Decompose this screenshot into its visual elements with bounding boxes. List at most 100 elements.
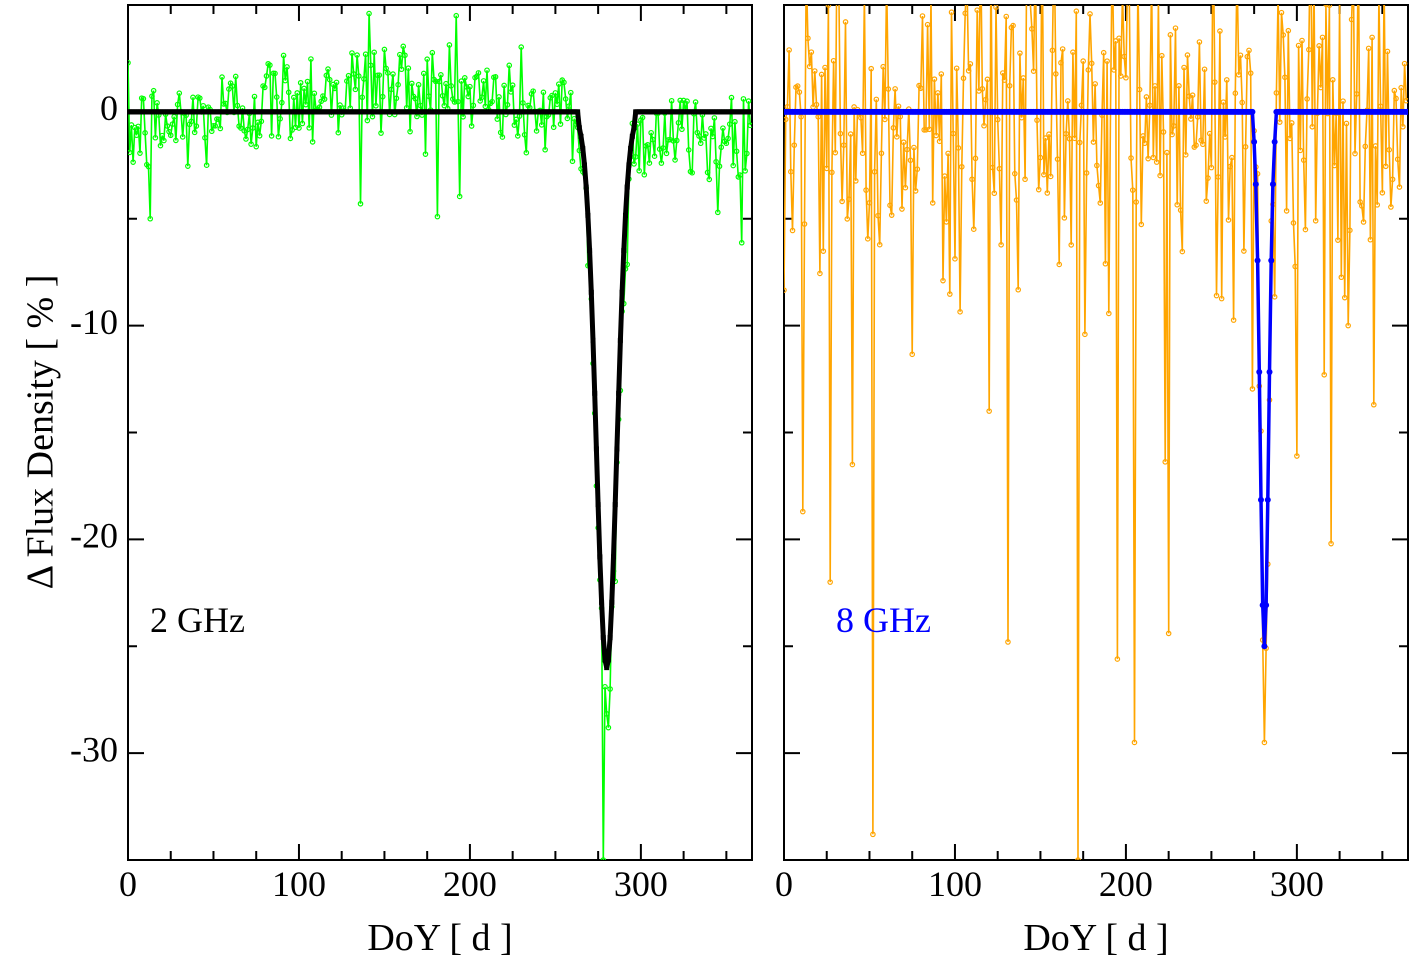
data-point-observed-8ghz bbox=[982, 96, 989, 103]
data-point-observed-8ghz bbox=[1056, 261, 1063, 268]
data-point-observed-8ghz bbox=[914, 166, 921, 172]
data-point-observed-8ghz bbox=[890, 125, 897, 131]
x-tick-label: 200 bbox=[1099, 864, 1153, 904]
data-point-observed-8ghz bbox=[820, 248, 827, 254]
data-point-observed-8ghz bbox=[1066, 135, 1073, 142]
data-point-observed-2ghz bbox=[631, 161, 637, 167]
data-point-observed-8ghz bbox=[1061, 215, 1068, 221]
data-point-observed-2ghz bbox=[352, 86, 359, 93]
data-point-observed-2ghz bbox=[733, 148, 740, 155]
data-point-fit-8ghz bbox=[1256, 368, 1263, 375]
data-point-observed-2ghz bbox=[355, 73, 362, 79]
data-point-observed-2ghz bbox=[556, 81, 562, 87]
data-point-observed-8ghz bbox=[1100, 49, 1107, 56]
data-point-observed-2ghz bbox=[499, 134, 506, 140]
data-point-observed-8ghz bbox=[969, 176, 975, 183]
data-point-observed-2ghz bbox=[412, 95, 419, 102]
data-point-observed-8ghz bbox=[924, 21, 931, 28]
data-point-observed-8ghz bbox=[1037, 154, 1044, 161]
data-point-observed-8ghz bbox=[1138, 221, 1145, 228]
data-point-observed-2ghz bbox=[130, 159, 136, 165]
series-8ghz bbox=[784, 5, 1408, 860]
data-point-observed-8ghz bbox=[1179, 248, 1186, 255]
data-point-observed-2ghz bbox=[420, 70, 427, 77]
data-point-observed-2ghz bbox=[602, 683, 608, 690]
data-point-observed-2ghz bbox=[137, 150, 143, 156]
data-point-observed-8ghz bbox=[1189, 92, 1196, 99]
data-point-observed-8ghz bbox=[1013, 197, 1020, 203]
data-point-observed-8ghz bbox=[938, 71, 945, 77]
data-point-observed-2ghz bbox=[561, 79, 567, 86]
data-point-observed-8ghz bbox=[1186, 93, 1192, 99]
data-point-observed-2ghz bbox=[650, 136, 656, 143]
data-point-observed-8ghz bbox=[1278, 9, 1285, 16]
data-point-observed-2ghz bbox=[461, 74, 468, 81]
data-point-observed-8ghz bbox=[1246, 47, 1252, 54]
data-point-observed-2ghz bbox=[422, 151, 429, 157]
data-point-observed-2ghz bbox=[179, 134, 186, 140]
data-point-observed-8ghz bbox=[1003, 13, 1010, 20]
data-point-observed-2ghz bbox=[656, 146, 663, 152]
x-tick-label: 100 bbox=[272, 864, 326, 904]
data-point-fit-2ghz bbox=[622, 212, 628, 218]
data-point-fit-2ghz bbox=[607, 635, 613, 641]
data-point-observed-2ghz bbox=[349, 50, 355, 56]
data-point-observed-2ghz bbox=[607, 686, 613, 692]
data-point-observed-8ghz bbox=[1182, 152, 1189, 158]
data-point-observed-8ghz bbox=[1288, 120, 1295, 126]
x-axis-label-8ghz: DoY [ d ] bbox=[1023, 917, 1168, 959]
data-point-observed-8ghz bbox=[871, 168, 878, 175]
data-point-observed-2ghz bbox=[234, 102, 241, 109]
data-point-observed-2ghz bbox=[675, 119, 682, 126]
data-point-observed-2ghz bbox=[723, 140, 730, 147]
data-point-observed-2ghz bbox=[169, 121, 176, 127]
data-point-observed-2ghz bbox=[326, 76, 333, 83]
data-point-observed-2ghz bbox=[706, 176, 713, 183]
data-point-observed-2ghz bbox=[424, 56, 430, 62]
data-point-observed-2ghz bbox=[632, 154, 639, 160]
data-point-observed-8ghz bbox=[994, 116, 1001, 123]
data-point-observed-8ghz bbox=[1092, 81, 1098, 87]
y-tick-label: -10 bbox=[70, 302, 118, 342]
data-point-observed-2ghz bbox=[704, 169, 711, 176]
data-point-observed-2ghz bbox=[720, 125, 726, 131]
data-point-observed-2ghz bbox=[275, 133, 282, 140]
data-point-observed-8ghz bbox=[923, 127, 929, 133]
data-point-observed-2ghz bbox=[197, 95, 203, 101]
data-point-observed-8ghz bbox=[1273, 90, 1280, 96]
data-point-observed-2ghz bbox=[261, 84, 268, 91]
data-point-observed-8ghz bbox=[1174, 201, 1181, 208]
data-point-observed-8ghz bbox=[1367, 236, 1374, 243]
data-point-observed-8ghz bbox=[788, 168, 794, 175]
data-point-observed-2ghz bbox=[443, 80, 449, 87]
data-point-observed-2ghz bbox=[388, 86, 395, 93]
data-point-observed-8ghz bbox=[1011, 170, 1018, 177]
data-point-observed-8ghz bbox=[909, 351, 916, 358]
data-point-observed-8ghz bbox=[866, 200, 873, 206]
data-point-observed-8ghz bbox=[1282, 74, 1288, 81]
data-point-observed-8ghz bbox=[875, 212, 881, 219]
data-point-observed-8ghz bbox=[1220, 99, 1227, 105]
data-point-observed-2ghz bbox=[202, 134, 208, 141]
data-point-observed-2ghz bbox=[641, 171, 648, 178]
data-point-observed-8ghz bbox=[902, 184, 909, 191]
data-point-observed-2ghz bbox=[371, 49, 377, 56]
data-point-observed-8ghz bbox=[1341, 294, 1348, 301]
data-point-observed-8ghz bbox=[1131, 739, 1138, 746]
data-point-observed-8ghz bbox=[1229, 154, 1235, 161]
data-point-observed-8ghz bbox=[948, 9, 955, 16]
data-point-observed-2ghz bbox=[742, 168, 748, 174]
data-point-observed-2ghz bbox=[663, 150, 670, 157]
data-point-observed-8ghz bbox=[853, 178, 859, 184]
data-point-observed-2ghz bbox=[304, 78, 311, 85]
data-point-observed-2ghz bbox=[658, 160, 665, 166]
data-point-observed-8ghz bbox=[894, 134, 900, 140]
data-point-observed-2ghz bbox=[373, 102, 379, 109]
data-point-observed-8ghz bbox=[933, 132, 939, 139]
data-point-observed-2ghz bbox=[603, 711, 610, 717]
data-point-observed-2ghz bbox=[273, 94, 280, 100]
data-point-observed-8ghz bbox=[1041, 171, 1047, 178]
data-point-observed-8ghz bbox=[1159, 52, 1165, 59]
data-point-observed-8ghz bbox=[878, 150, 885, 157]
data-point-observed-2ghz bbox=[282, 77, 289, 84]
